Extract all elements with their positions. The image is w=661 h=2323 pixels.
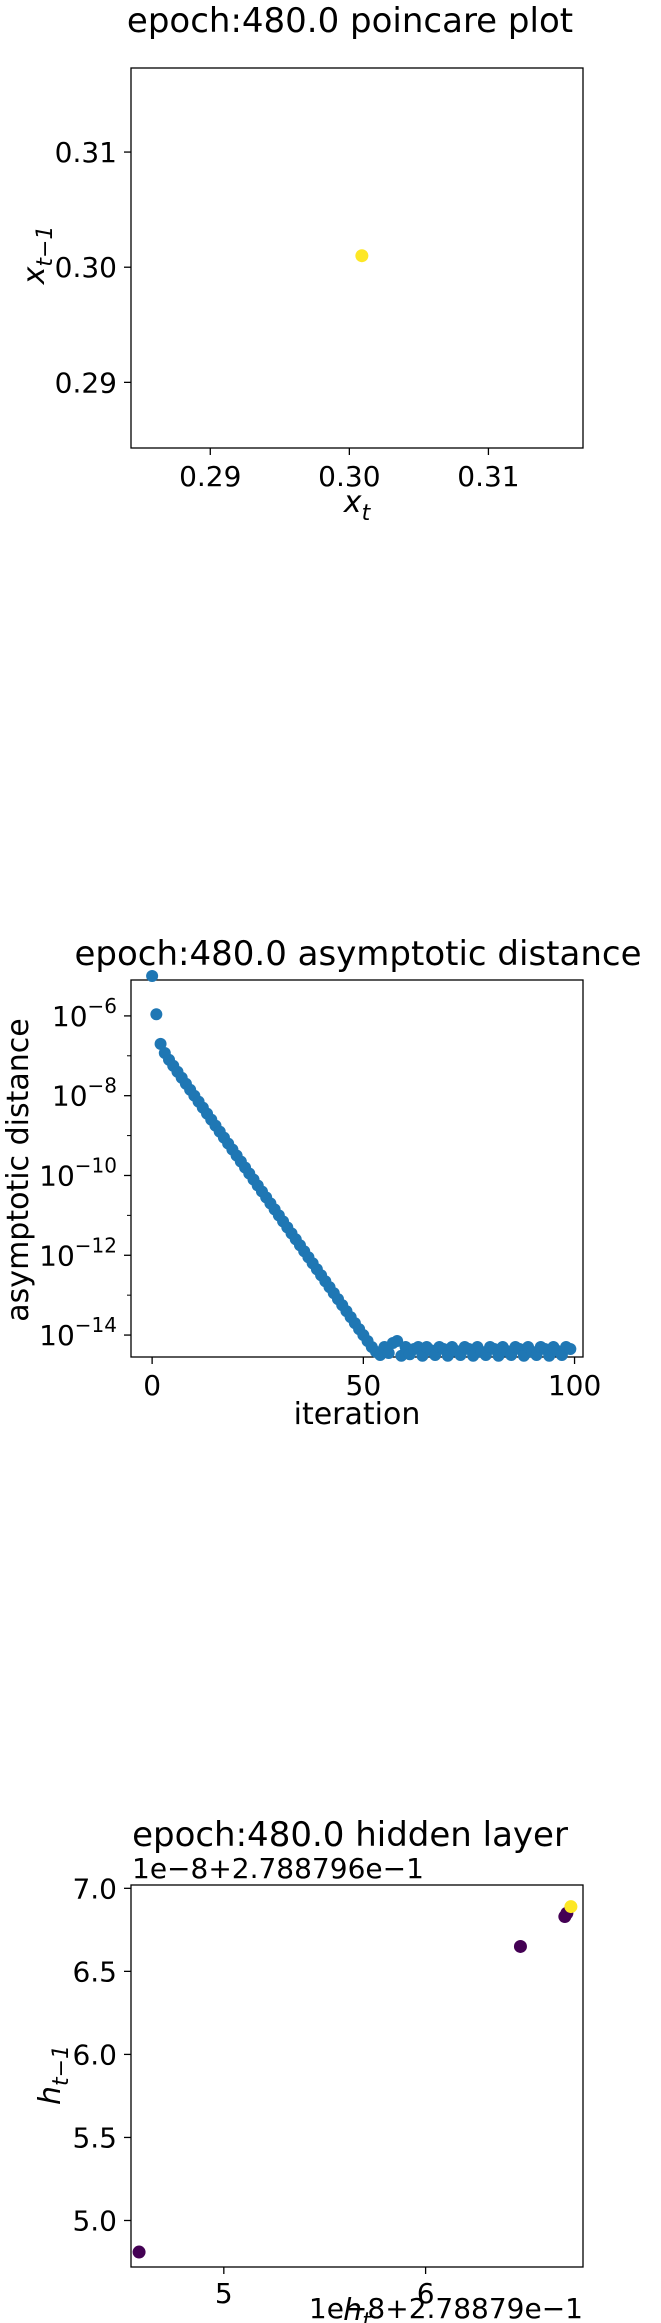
y-axis-label: ht−1 xyxy=(33,2045,74,2105)
x-tick-label: 5 xyxy=(215,2277,233,2310)
x-axis-label: iteration xyxy=(294,1397,421,1432)
y-tick-label: 0.31 xyxy=(55,136,117,169)
data-point xyxy=(391,1335,404,1348)
y-tick-label: 5.0 xyxy=(72,2204,117,2237)
hidden-layer-chart: epoch:480.0 hidden layer 1e−8+2.788796e−… xyxy=(33,1815,584,2323)
x-tick-label: 0.30 xyxy=(318,460,380,493)
x-tick-label: 0 xyxy=(143,1369,161,1402)
chart-title: epoch:480.0 asymptotic distance xyxy=(75,934,642,974)
plot-frame xyxy=(130,1884,584,2268)
x-tick-label: 6 xyxy=(417,2277,435,2310)
y-tick-label: 6.0 xyxy=(72,2038,117,2071)
y-axis-label: xt−1 xyxy=(17,226,58,286)
y-tick-label: 10−8 xyxy=(52,1074,117,1113)
chart-title: epoch:480.0 hidden layer xyxy=(132,1815,568,1855)
y-tick-label: 5.5 xyxy=(72,2121,117,2154)
y-offset-text: 1e−8+2.788796e−1 xyxy=(132,1852,424,1885)
data-point xyxy=(146,970,159,983)
data-point xyxy=(355,249,369,263)
poincare-chart: epoch:480.0 poincare plot 0.29 0.30 0.31 0… xyxy=(17,1,584,526)
y-tick-label: 10−12 xyxy=(39,1233,117,1272)
y-tick-label: 0.30 xyxy=(55,251,117,284)
data-point xyxy=(154,1037,167,1050)
x-offset-text: 1e−8+2.78879e−1 xyxy=(309,2292,583,2323)
plot-frame xyxy=(130,67,584,449)
chart-title: epoch:480.0 poincare plot xyxy=(127,1,573,41)
data-point xyxy=(382,1347,395,1360)
data-point xyxy=(513,1939,527,1953)
data-point xyxy=(564,1900,578,1914)
y-tick-label: 6.5 xyxy=(72,1955,117,1988)
data-point xyxy=(564,1343,577,1356)
y-tick-label: 0.29 xyxy=(55,366,117,399)
x-tick-label: 50 xyxy=(346,1369,382,1402)
data-point xyxy=(150,1008,163,1021)
y-tick-label: 10−14 xyxy=(39,1313,117,1352)
x-tick-label: 100 xyxy=(548,1369,601,1402)
y-tick-label: 10−10 xyxy=(39,1153,117,1192)
x-tick-label: 0.29 xyxy=(179,460,241,493)
y-axis-label: asymptotic distance xyxy=(1,1018,36,1321)
y-tick-label: 7.0 xyxy=(72,1872,117,1905)
data-point xyxy=(132,2245,146,2259)
x-tick-label: 0.31 xyxy=(457,460,519,493)
plot-frame xyxy=(130,979,584,1358)
asymptotic-distance-chart: epoch:480.0 asymptotic distance 0 50 100 1… xyxy=(1,934,642,1432)
y-tick-label: 10−6 xyxy=(52,994,117,1033)
